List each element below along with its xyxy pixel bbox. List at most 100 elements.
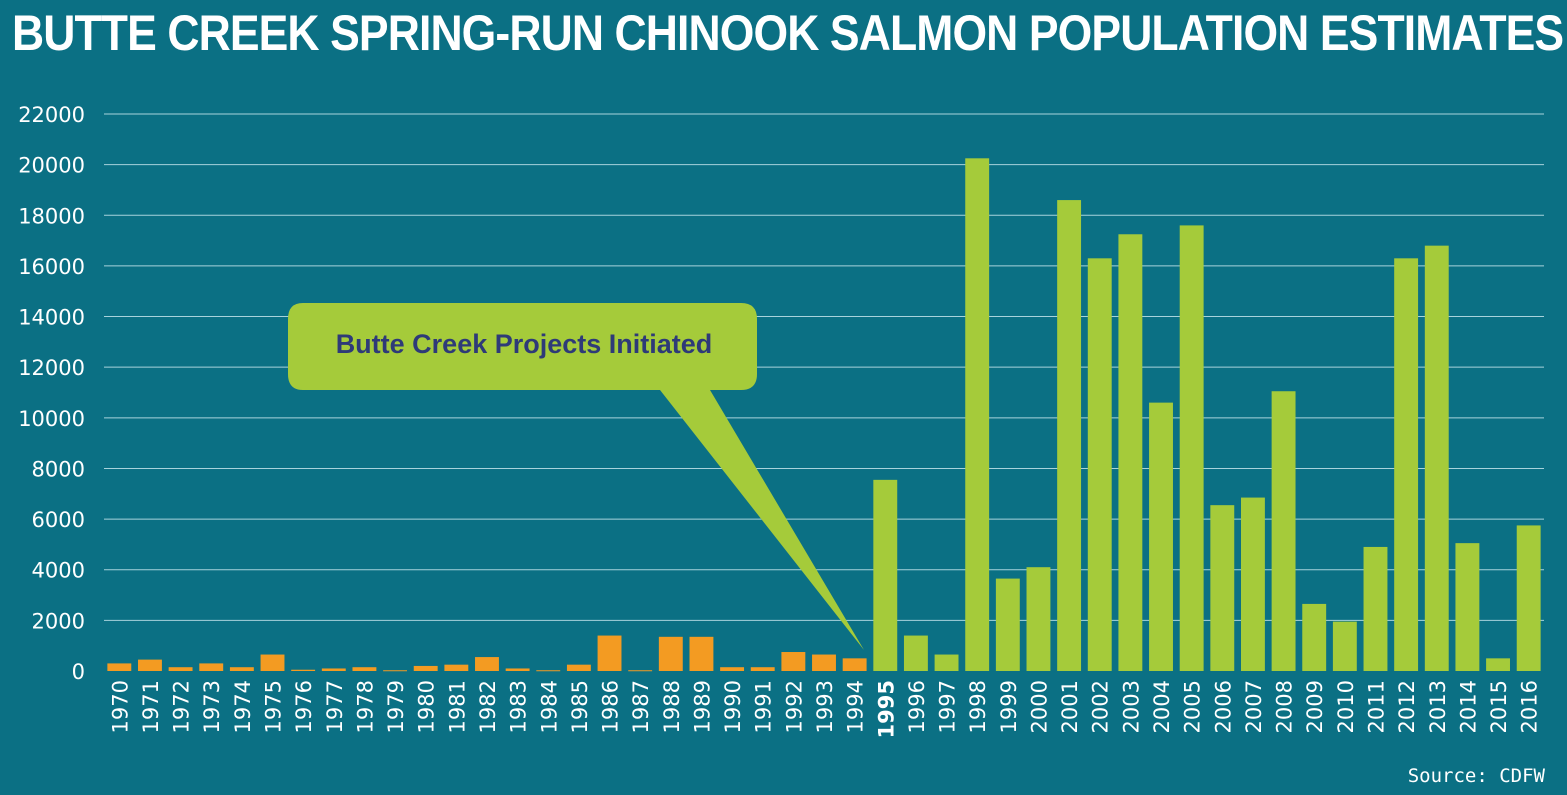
bar-1979	[383, 670, 408, 672]
x-tick-label: 1980	[415, 680, 439, 733]
callout-bubble	[288, 303, 864, 650]
x-tick-label: 1997	[936, 680, 960, 733]
x-tick-label: 2012	[1395, 680, 1419, 733]
x-tick-label: 1979	[384, 680, 408, 733]
y-tick-label: 14000	[18, 306, 85, 330]
x-tick-label: 2007	[1242, 680, 1266, 733]
bar-1989	[689, 636, 714, 671]
bar-1986	[597, 635, 622, 671]
x-tick-label: 1974	[231, 680, 255, 733]
bar-1988	[658, 636, 683, 671]
bar-1978	[352, 667, 377, 671]
y-tick-label: 6000	[32, 508, 85, 532]
x-tick-label: 1971	[139, 680, 163, 733]
x-tick-label: 1987	[629, 680, 653, 733]
bar-1997	[934, 654, 959, 671]
bar-1980	[413, 665, 438, 671]
x-tick-label: 1982	[476, 680, 500, 733]
callout-text: Butte Creek Projects Initiated	[336, 329, 713, 359]
bar-1977	[321, 668, 346, 671]
y-tick-label: 16000	[18, 255, 85, 279]
bar-2005	[1179, 225, 1204, 671]
bar-1990	[720, 667, 745, 671]
x-tick-label: 2009	[1303, 680, 1327, 733]
bar-1974	[229, 667, 254, 671]
bar-1994	[842, 658, 867, 671]
x-tick-label: 2016	[1518, 680, 1542, 733]
bar-2008	[1271, 391, 1296, 671]
callout: Butte Creek Projects Initiated	[288, 303, 864, 650]
x-tick-label: 1992	[782, 680, 806, 733]
bar-1981	[444, 664, 469, 671]
bar-2014	[1455, 543, 1480, 671]
x-tick-label: 1995	[874, 680, 898, 738]
x-tick-label: 2010	[1334, 680, 1358, 733]
bar-1973	[199, 663, 224, 671]
x-tick-label: 2001	[1058, 680, 1082, 733]
x-tick-label: 1984	[537, 680, 561, 733]
chart-title: BUTTE CREEK SPRING-RUN CHINOOK SALMON PO…	[12, 5, 1564, 61]
bar-1982	[475, 657, 499, 671]
y-tick-label: 0	[72, 660, 85, 684]
y-tick-label: 10000	[18, 407, 85, 431]
x-tick-label: 1977	[323, 680, 347, 733]
x-tick-label: 2011	[1364, 680, 1388, 733]
x-tick-label: 1983	[507, 680, 531, 733]
x-tick-label: 2006	[1211, 680, 1235, 733]
bar-2011	[1363, 546, 1388, 671]
y-tick-label: 2000	[32, 609, 85, 633]
x-tick-label: 1986	[599, 680, 623, 733]
bar-2010	[1332, 621, 1357, 671]
bar-1995	[873, 479, 898, 671]
x-tick-label: 2003	[1119, 680, 1143, 733]
y-tick-label: 22000	[18, 103, 85, 127]
bar-1972	[168, 667, 193, 671]
bar-2013	[1424, 245, 1449, 671]
bar-2009	[1302, 603, 1327, 671]
x-tick-label: 2004	[1150, 680, 1174, 733]
bar-2012	[1394, 258, 1419, 671]
source-note: Source: CDFW	[1407, 765, 1545, 787]
x-tick-label: 2005	[1181, 680, 1205, 733]
bar-1971	[138, 659, 162, 671]
bar-1999	[995, 578, 1020, 671]
x-tick-label: 1998	[966, 680, 990, 733]
x-tick-label: 2014	[1456, 680, 1480, 733]
x-tick-label: 1990	[721, 680, 745, 733]
x-tick-label: 2002	[1089, 680, 1113, 733]
y-tick-label: 18000	[18, 204, 85, 228]
y-tick-label: 12000	[18, 356, 85, 380]
x-tick-label: 1973	[200, 680, 224, 733]
bar-2016	[1516, 525, 1541, 671]
bar-1998	[965, 158, 990, 671]
bar-1987	[628, 670, 653, 672]
x-tick-label: 1988	[660, 680, 684, 733]
x-tick-label: 1991	[752, 680, 776, 733]
x-tick-label: 1989	[690, 680, 714, 733]
bar-1975	[260, 654, 285, 671]
bars	[107, 158, 1541, 672]
bar-2002	[1087, 258, 1112, 671]
x-tick-label: 1976	[292, 680, 316, 733]
y-tick-label: 20000	[18, 154, 85, 178]
bar-2007	[1240, 497, 1265, 671]
bar-1993	[812, 654, 836, 671]
x-tick-label: 2000	[1027, 680, 1051, 733]
y-axis-tick-labels: 0 2000 4000 6000 8000 10000 12000 14000 16000 180…	[18, 103, 85, 684]
x-tick-label: 1970	[108, 680, 132, 733]
x-tick-label: 1978	[353, 680, 377, 733]
x-tick-label: 1981	[445, 680, 469, 733]
bar-2000	[1026, 567, 1051, 671]
y-tick-label: 4000	[32, 559, 85, 583]
bar-1970	[107, 663, 132, 671]
x-tick-label: 1972	[170, 680, 194, 733]
bar-1983	[505, 668, 530, 671]
bar-1976	[291, 669, 316, 671]
x-tick-label: 1996	[905, 680, 929, 733]
x-axis-tick-labels: 1970 1971 1972 1973 1974 1975 1976 1977 1978 1979…	[108, 680, 1541, 738]
y-tick-label: 8000	[32, 457, 85, 481]
bar-1985	[566, 664, 591, 671]
bar-2006	[1210, 505, 1235, 671]
bar-1996	[903, 635, 928, 671]
